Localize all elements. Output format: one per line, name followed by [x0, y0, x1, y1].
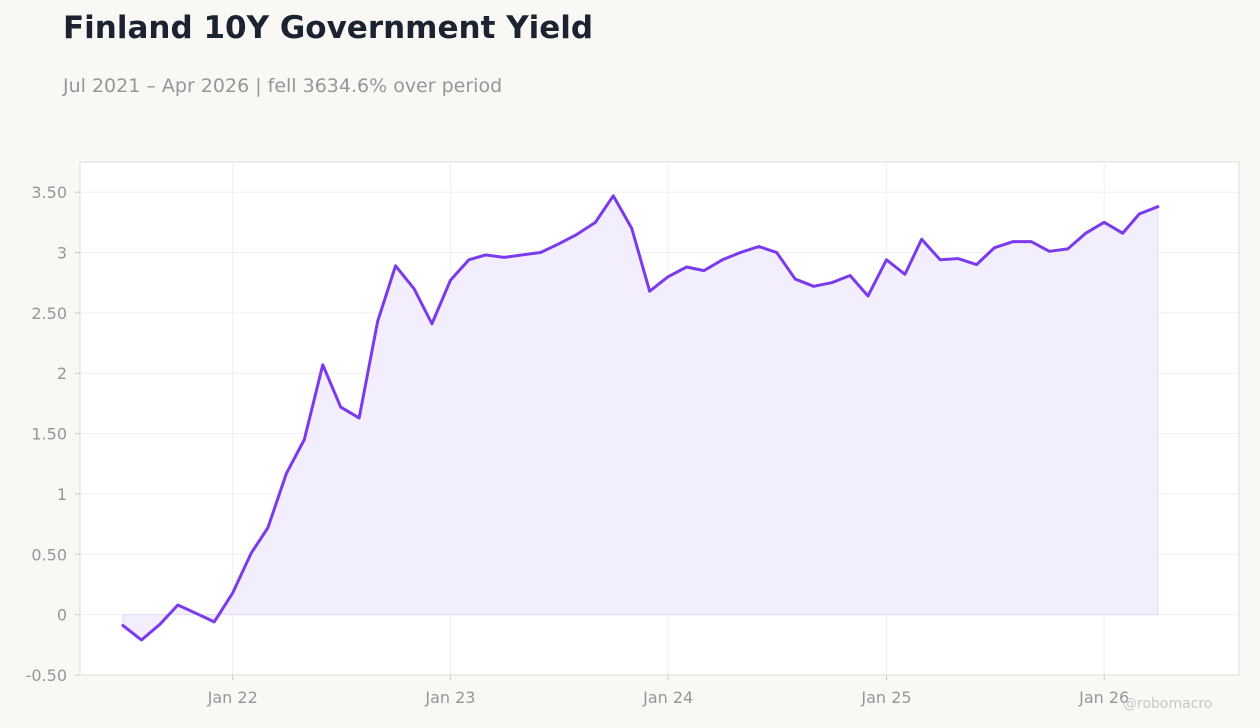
- data-point: [1011, 240, 1015, 243]
- data-point: [721, 258, 724, 261]
- data-point: [303, 438, 306, 441]
- data-point: [266, 526, 270, 529]
- data-point: [903, 273, 907, 276]
- data-point: [775, 251, 778, 254]
- y-tick-label: 0: [57, 606, 67, 625]
- data-point: [1084, 232, 1087, 235]
- y-tick-label: 0.50: [31, 545, 67, 564]
- chart-title: Finland 10Y Government Yield: [63, 10, 594, 46]
- data-point: [176, 603, 180, 607]
- data-point: [285, 472, 288, 475]
- y-tick-label: 1.50: [31, 425, 67, 444]
- data-point: [612, 194, 615, 197]
- tick-layer: -0.50 0 0.50 1 1.50 2 2.50 3 3.50 Jan 22 Jan 23 Jan…: [26, 183, 1130, 707]
- data-point: [975, 263, 978, 266]
- data-point: [449, 279, 452, 282]
- data-point: [412, 287, 416, 290]
- data-point: [140, 638, 143, 642]
- data-point: [1066, 247, 1070, 251]
- data-point: [158, 623, 162, 626]
- y-tick-label: 2: [57, 364, 67, 383]
- data-point: [830, 281, 833, 284]
- data-point: [321, 363, 324, 366]
- x-tick-label: Jan 25: [860, 688, 911, 707]
- data-point: [394, 264, 397, 268]
- data-point: [213, 620, 216, 624]
- data-point: [1030, 240, 1033, 243]
- chart-subtitle: Jul 2021 – Apr 2026 | fell 3634.6% over …: [63, 75, 503, 97]
- data-point: [557, 242, 560, 246]
- data-point: [648, 289, 651, 293]
- y-tick-label: 3: [57, 244, 67, 263]
- y-tick-label: -0.50: [26, 666, 67, 685]
- data-point: [575, 233, 579, 236]
- series-layer: [121, 194, 1160, 642]
- y-tick-label: 1: [57, 485, 67, 504]
- series-line: [121, 194, 1160, 642]
- x-tick-label: Jan 22: [207, 688, 258, 707]
- watermark: @robomacro: [1123, 696, 1213, 712]
- data-point: [484, 253, 487, 257]
- data-point: [630, 227, 633, 230]
- data-point: [594, 221, 597, 224]
- data-point: [430, 322, 434, 325]
- data-point: [1048, 250, 1051, 253]
- data-point: [195, 612, 198, 615]
- y-tick-label: 2.50: [31, 304, 67, 323]
- data-point: [993, 246, 996, 249]
- data-point: [812, 285, 815, 288]
- data-point: [885, 258, 888, 261]
- data-point: [685, 265, 688, 269]
- data-point: [848, 274, 852, 277]
- data-point: [1138, 212, 1141, 216]
- data-point: [794, 277, 797, 281]
- data-point: [250, 551, 253, 555]
- data-point: [467, 258, 471, 261]
- x-tick-label: Jan 23: [424, 688, 475, 707]
- data-point: [757, 245, 761, 248]
- data-point: [1121, 232, 1124, 235]
- data-point: [920, 238, 923, 241]
- y-tick-label: 3.50: [31, 183, 67, 202]
- data-point: [502, 256, 506, 259]
- data-point: [739, 251, 742, 254]
- x-tick-label: Jan 24: [642, 688, 693, 707]
- data-point: [1102, 221, 1106, 224]
- data-point: [666, 275, 670, 278]
- data-point: [339, 405, 342, 409]
- data-point: [702, 269, 706, 272]
- data-point: [866, 294, 870, 298]
- data-point: [539, 251, 542, 254]
- data-point: [956, 257, 960, 260]
- data-point: [357, 416, 361, 420]
- data-point: [121, 624, 125, 627]
- data-point: [520, 253, 524, 257]
- x-tick-label: Jan 26: [1078, 688, 1129, 707]
- data-point: [376, 320, 379, 323]
- data-point: [231, 591, 234, 595]
- data-point: [938, 258, 942, 261]
- data-point: [1156, 205, 1160, 208]
